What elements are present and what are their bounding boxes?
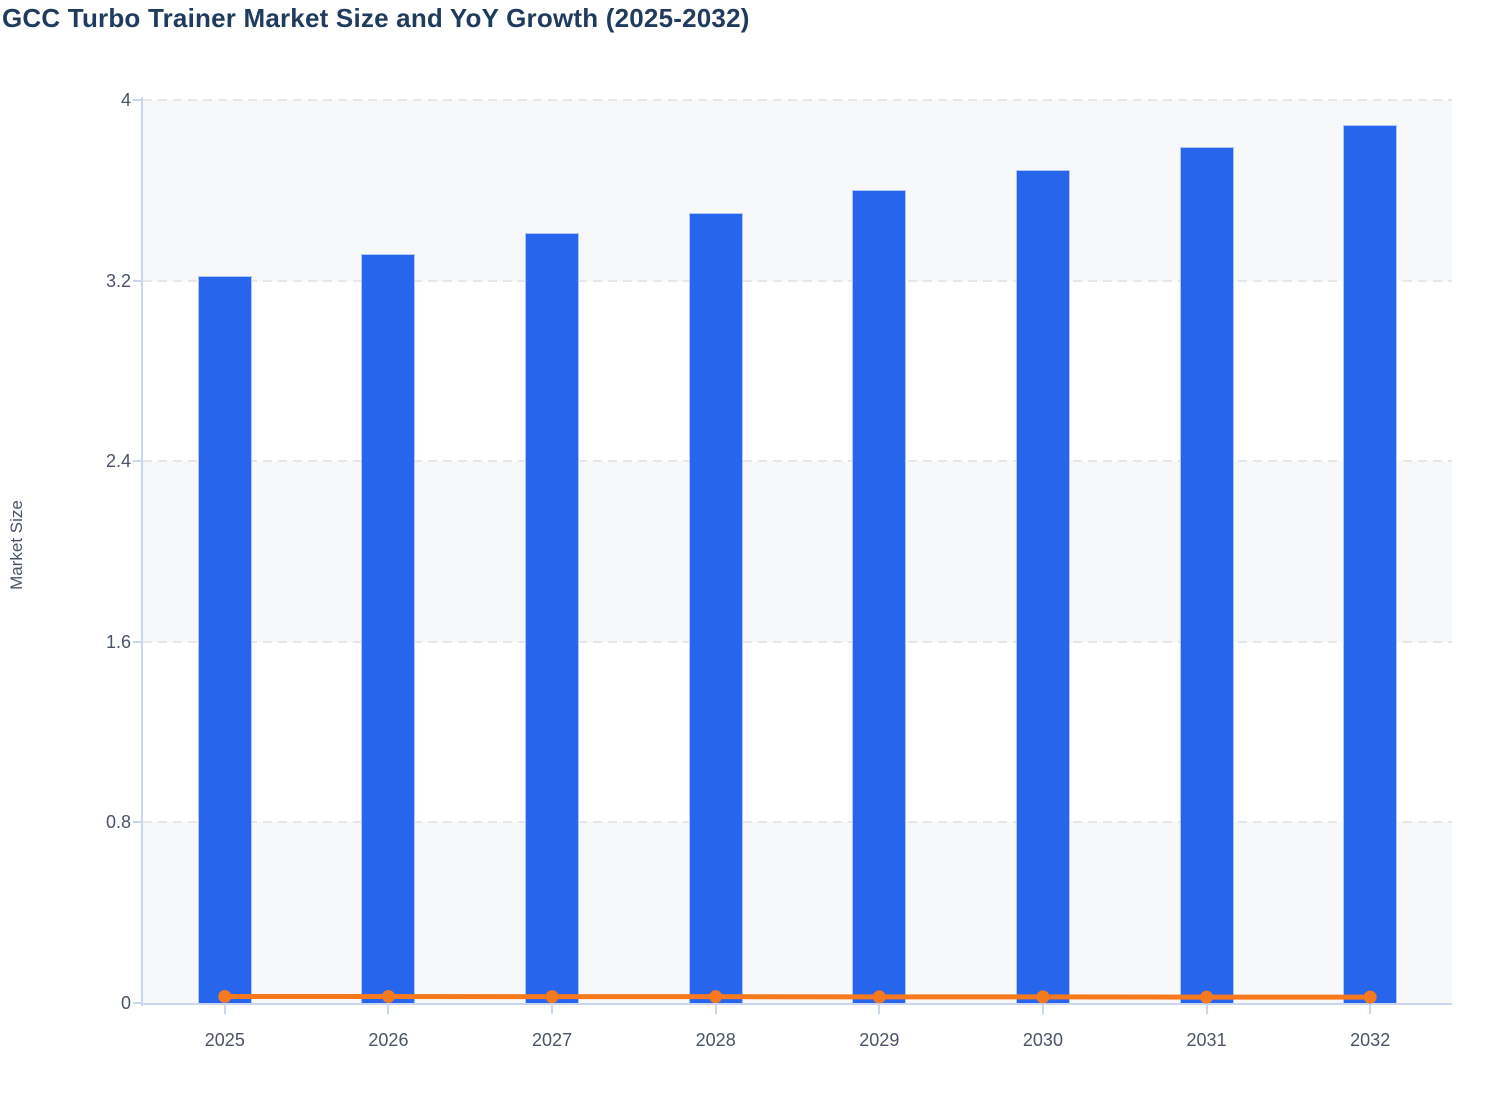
x-tick-mark	[387, 1005, 390, 1014]
bar-2031	[1179, 147, 1234, 1003]
bar-2025	[197, 276, 252, 1003]
gridline	[143, 279, 1452, 282]
bar-2027	[525, 233, 580, 1003]
gridline	[143, 99, 1452, 101]
x-tick-label: 2031	[1186, 1030, 1227, 1050]
y-axis-line	[141, 97, 143, 1006]
x-tick-label: 2025	[204, 1030, 245, 1050]
gridline	[143, 460, 1452, 463]
bar-2028	[688, 212, 743, 1003]
y-tick-mark	[133, 640, 143, 643]
y-tick-label: 2.4	[105, 451, 131, 472]
x-tick-label: 2032	[1350, 1030, 1391, 1050]
plot-band	[143, 822, 1452, 1003]
x-tick-label: 2030	[1022, 1030, 1063, 1050]
x-tick-mark	[223, 1005, 226, 1014]
x-tick-label: 2028	[695, 1030, 736, 1050]
x-tick-label: 2027	[532, 1030, 573, 1050]
y-tick-mark	[133, 821, 143, 824]
y-tick-mark	[133, 1002, 143, 1004]
x-tick-label: 2029	[859, 1030, 900, 1050]
chart-title: GCC Turbo Trainer Market Size and YoY Gr…	[2, 3, 750, 33]
x-tick-label: 2026	[368, 1030, 409, 1050]
y-tick-label: 0.8	[105, 812, 131, 833]
y-tick-label: 4	[120, 90, 131, 110]
y-tick-mark	[133, 99, 143, 101]
bar-2026	[361, 253, 416, 1003]
y-tick-mark	[133, 460, 143, 463]
gridline	[143, 640, 1452, 643]
x-tick-mark	[714, 1005, 717, 1014]
y-tick-label: 0	[120, 993, 131, 1013]
plot-band	[143, 100, 1452, 281]
bar-2029	[852, 190, 907, 1003]
y-tick-mark	[133, 279, 143, 282]
x-tick-mark	[1205, 1005, 1208, 1014]
gridline	[143, 821, 1452, 824]
x-axis-line	[141, 1003, 1452, 1005]
x-tick-mark	[1041, 1005, 1044, 1014]
y-tick-label: 3.2	[105, 270, 131, 291]
bar-2032	[1343, 124, 1398, 1003]
y-tick-label: 1.6	[105, 631, 131, 652]
plot-band	[143, 461, 1452, 642]
x-tick-mark	[878, 1005, 881, 1014]
x-tick-mark	[1369, 1005, 1372, 1014]
x-tick-mark	[551, 1005, 554, 1014]
bar-2030	[1015, 169, 1070, 1003]
